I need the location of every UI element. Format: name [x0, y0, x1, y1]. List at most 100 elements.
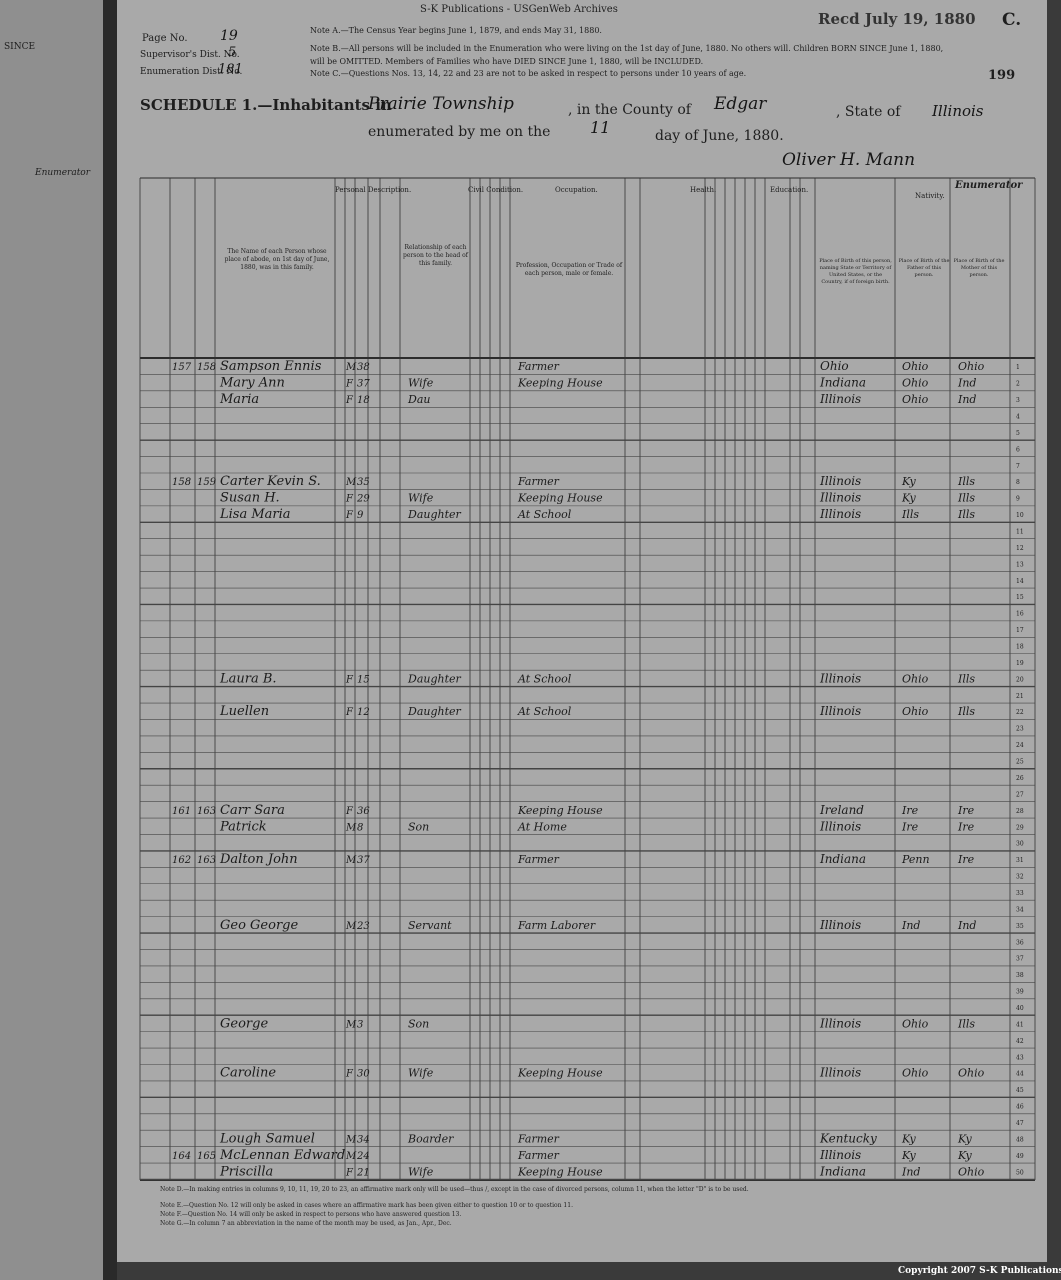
cell-occupation: Farmer: [517, 360, 560, 373]
cell-relation: Son: [408, 820, 429, 833]
cell-sex: M: [345, 822, 357, 833]
cell-occupation: Farmer: [517, 475, 560, 488]
handwritten: 5: [228, 45, 237, 60]
cell-name: Carter Kevin S.: [220, 474, 321, 489]
copyright: Copyright 2007 S-K Publications: [898, 1266, 1061, 1276]
cell-occupation: Farm Laborer: [517, 919, 596, 932]
cell-sex: M: [345, 1134, 357, 1145]
cell-sex: M: [345, 1019, 357, 1030]
cell-father: Ky: [901, 475, 917, 488]
cell-relation: Daughter: [407, 672, 462, 685]
line-number: 32: [1016, 874, 1024, 881]
cell-occupation: Farmer: [517, 853, 560, 866]
column-header: Occupation.: [555, 186, 598, 194]
label: , State of: [836, 104, 901, 120]
cell-age: 30: [357, 1069, 370, 1080]
line-number: 28: [1016, 808, 1024, 815]
cell-birth: Illinois: [819, 1066, 861, 1080]
cell-age: 8: [357, 822, 363, 833]
line-number: 9: [1016, 496, 1020, 503]
line-number: 31: [1016, 857, 1024, 864]
cell-mother: Ky: [957, 1132, 973, 1145]
line-number: 17: [1016, 627, 1024, 634]
cell-sex: F: [345, 395, 354, 406]
cell-father: Ky: [901, 1132, 917, 1145]
column-header: Place of Birth of this person, naming St…: [819, 258, 892, 285]
cell-age: 15: [357, 674, 370, 685]
cell-dwelling: 162: [172, 855, 191, 866]
label: enumerated by me on the: [368, 124, 551, 140]
cell-name: Maria: [219, 392, 259, 407]
cell-relation: Dau: [407, 393, 430, 406]
cell-dwelling: 164: [172, 1151, 191, 1162]
received-stamp: Recd July 19, 1880: [818, 10, 976, 28]
cell-family: 163: [197, 806, 216, 817]
line-number: 44: [1016, 1071, 1024, 1078]
cell-occupation: At Home: [517, 820, 567, 833]
cell-father: Penn: [901, 853, 930, 866]
cell-father: Ind: [901, 1165, 920, 1178]
line-number: 5: [1016, 430, 1020, 437]
cell-birth: Ohio: [820, 359, 849, 373]
cell-occupation: Farmer: [517, 1149, 560, 1162]
line-number: 21: [1016, 693, 1024, 700]
cell-name: Priscilla: [219, 1164, 273, 1179]
line-number: 26: [1016, 775, 1024, 782]
page-number: 199: [988, 68, 1016, 83]
cell-mother: Ills: [957, 508, 975, 521]
handwritten: Illinois: [932, 102, 984, 120]
cell-birth: Illinois: [819, 1148, 861, 1162]
line-number: 16: [1016, 611, 1024, 618]
cell-father: Ind: [901, 919, 920, 932]
line-number: 48: [1016, 1136, 1024, 1143]
line-number: 38: [1016, 972, 1024, 979]
handwritten: 181: [218, 62, 243, 77]
cell-age: 23: [356, 921, 370, 932]
label: Supervisor's Dist. No.: [140, 50, 240, 60]
cell-age: 35: [357, 477, 370, 488]
line-number: 23: [1016, 726, 1024, 733]
label: Enumerator: [955, 180, 1023, 191]
cell-age: 12: [357, 707, 370, 718]
cell-mother: Ire: [957, 804, 975, 817]
label: Enumeration Dist. No.: [140, 67, 243, 77]
cell-occupation: Keeping House: [517, 1165, 603, 1178]
cell-birth: Ireland: [819, 803, 864, 817]
cell-father: Ky: [901, 492, 917, 505]
column-header: Relationship of each person to the head …: [403, 244, 468, 267]
cell-relation: Wife: [408, 377, 434, 390]
cell-father: Ohio: [902, 672, 929, 685]
cell-father: Ohio: [902, 1067, 929, 1080]
cell-age: 3: [357, 1019, 363, 1030]
line-number: 6: [1016, 446, 1020, 453]
line-number: 19: [1016, 660, 1024, 667]
handwritten: Edgar: [714, 94, 767, 114]
handwritten: Prairie Township: [368, 94, 514, 114]
cell-age: 37: [357, 855, 370, 866]
cell-name: Susan H.: [220, 491, 280, 506]
label: Page No.: [142, 33, 188, 44]
cell-occupation: At School: [517, 705, 572, 718]
footer-note: Note E.—Question No. 12 will only be ask…: [160, 1202, 573, 1209]
cell-occupation: At School: [517, 508, 572, 521]
cell-birth: Illinois: [819, 819, 861, 833]
handwritten: 19: [220, 28, 238, 44]
cell-birth: Illinois: [819, 392, 861, 406]
cell-mother: Ills: [957, 492, 975, 505]
cell-sex: F: [345, 806, 354, 817]
line-number: 43: [1016, 1054, 1024, 1061]
cell-sex: F: [345, 1069, 354, 1080]
cell-mother: Ohio: [958, 1165, 985, 1178]
cell-relation: Daughter: [407, 508, 462, 521]
cell-mother: Ire: [957, 853, 975, 866]
cell-mother: Ills: [957, 672, 975, 685]
column-lines: [139, 178, 1036, 1180]
line-number: 3: [1016, 397, 1020, 404]
left-page: [0, 0, 103, 1280]
cell-age: 38: [357, 362, 370, 373]
line-number: 37: [1016, 956, 1024, 963]
line-number: 33: [1016, 890, 1024, 897]
column-header: Civil Condition.: [468, 186, 524, 194]
cell-father: Ohio: [902, 360, 929, 373]
